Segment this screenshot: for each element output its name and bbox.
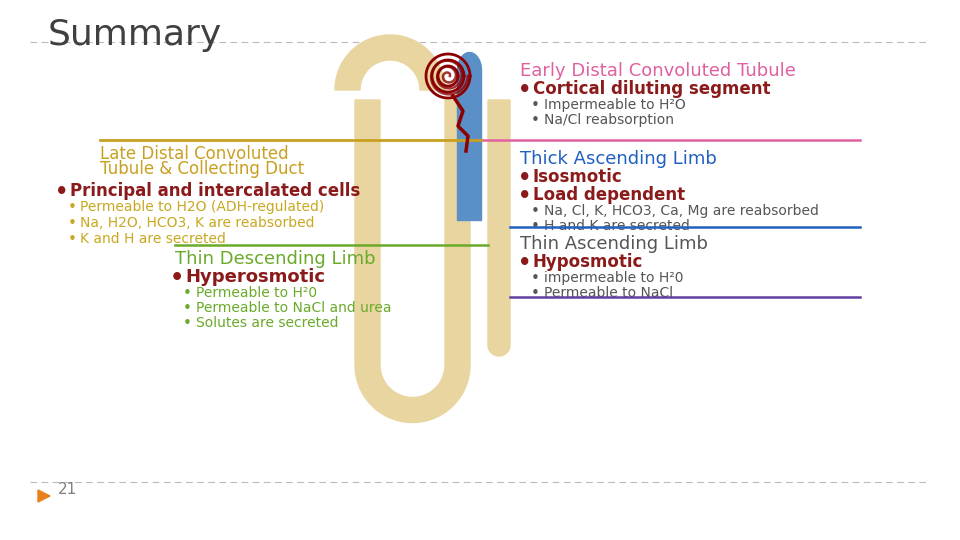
Text: Principal and intercalated cells: Principal and intercalated cells [70, 182, 360, 200]
Text: Tubule & Collecting Duct: Tubule & Collecting Duct [100, 160, 304, 178]
Text: Solutes are secreted: Solutes are secreted [196, 316, 339, 330]
Text: •: • [183, 286, 192, 301]
Text: Summary: Summary [48, 18, 223, 52]
Text: •: • [183, 301, 192, 316]
Text: Permeable to NaCl and urea: Permeable to NaCl and urea [196, 301, 392, 315]
Text: •: • [531, 219, 540, 234]
Text: Late Distal Convoluted: Late Distal Convoluted [100, 145, 289, 163]
Text: •: • [531, 271, 540, 286]
Text: •: • [183, 316, 192, 331]
Polygon shape [38, 490, 50, 502]
Text: •: • [531, 113, 540, 128]
Text: •: • [531, 204, 540, 219]
Text: •: • [68, 200, 77, 215]
Text: •: • [68, 216, 77, 231]
Polygon shape [355, 100, 470, 422]
Text: •: • [170, 268, 184, 288]
Polygon shape [488, 100, 510, 356]
Text: Thin Ascending Limb: Thin Ascending Limb [520, 235, 708, 253]
Text: •: • [518, 253, 532, 273]
Text: Isosmotic: Isosmotic [533, 168, 623, 186]
Polygon shape [335, 35, 445, 90]
Text: impermeable to H²0: impermeable to H²0 [544, 271, 684, 285]
Text: Permeable to H²0: Permeable to H²0 [196, 286, 317, 300]
Text: Permeable to NaCl: Permeable to NaCl [544, 286, 673, 300]
Text: Permeable to H2O (ADH-regulated): Permeable to H2O (ADH-regulated) [80, 200, 324, 214]
Text: •: • [531, 98, 540, 113]
Text: H and K are secreted: H and K are secreted [544, 219, 690, 233]
Text: •: • [531, 286, 540, 301]
Text: Hyperosmotic: Hyperosmotic [185, 268, 325, 286]
Text: •: • [518, 168, 532, 188]
Text: •: • [68, 232, 77, 247]
Text: •: • [55, 182, 68, 202]
Text: Early Distal Convoluted Tubule: Early Distal Convoluted Tubule [520, 62, 796, 80]
Text: Na/Cl reabsorption: Na/Cl reabsorption [544, 113, 674, 127]
Text: Thin Descending Limb: Thin Descending Limb [175, 250, 375, 268]
Text: Na, H2O, HCO3, K are reabsorbed: Na, H2O, HCO3, K are reabsorbed [80, 216, 315, 230]
Text: Cortical diluting segment: Cortical diluting segment [533, 80, 771, 98]
Text: Impermeable to H²O: Impermeable to H²O [544, 98, 685, 112]
Text: •: • [518, 186, 532, 206]
Text: •: • [518, 80, 532, 100]
Text: 21: 21 [58, 483, 77, 497]
Text: Load dependent: Load dependent [533, 186, 685, 204]
Text: Thick Ascending Limb: Thick Ascending Limb [520, 150, 717, 168]
Text: K and H are secreted: K and H are secreted [80, 232, 226, 246]
Text: Na, Cl, K, HCO3, Ca, Mg are reabsorbed: Na, Cl, K, HCO3, Ca, Mg are reabsorbed [544, 204, 819, 218]
Text: Hyposmotic: Hyposmotic [533, 253, 643, 271]
